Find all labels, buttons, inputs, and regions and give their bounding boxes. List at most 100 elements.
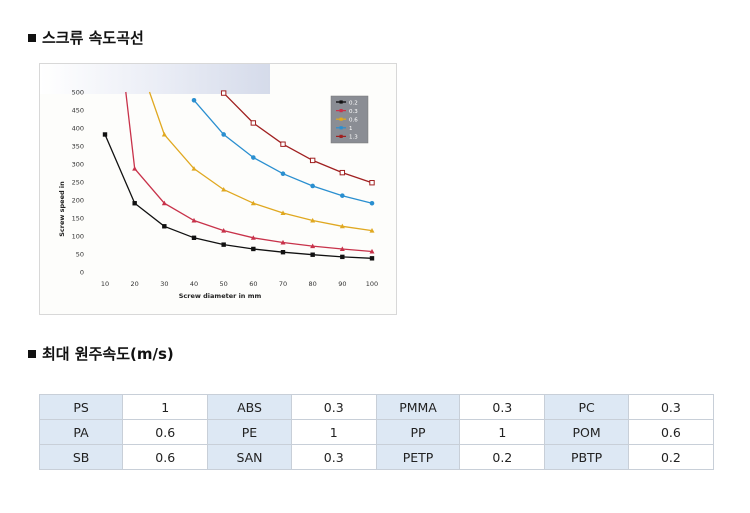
data-point — [369, 180, 375, 186]
material-speed-cell: 1 — [459, 419, 546, 445]
bullet-square-icon — [28, 349, 36, 358]
data-point — [161, 200, 167, 206]
data-point — [339, 169, 346, 176]
material-speed-cell: 0.6 — [122, 444, 209, 470]
data-point — [162, 224, 167, 229]
data-point — [191, 217, 197, 223]
x-tick-label: 30 — [160, 280, 168, 288]
table-row: PS 1 ABS 0.3 PMMA 0.3 PC 0.3 — [38, 394, 715, 420]
y-tick-label: 400 — [72, 125, 84, 133]
data-point — [221, 228, 227, 233]
data-point — [221, 242, 226, 247]
data-point — [161, 131, 167, 137]
data-point — [280, 210, 286, 215]
legend-marker — [339, 100, 343, 104]
data-point — [340, 193, 345, 198]
x-tick-label: 90 — [338, 280, 346, 288]
material-name-cell: PBTP — [544, 444, 629, 470]
data-point — [102, 132, 108, 137]
material-name-cell: PP — [375, 419, 461, 445]
series-line — [223, 92, 373, 184]
section-title-text: 최대 원주속도(m/s) — [42, 345, 174, 363]
material-speed-cell: 0.3 — [290, 394, 377, 420]
legend-label: 1.3 — [349, 135, 358, 141]
y-tick-label: 0 — [80, 269, 84, 277]
data-point — [340, 254, 345, 260]
data-point — [221, 132, 226, 137]
data-point — [280, 171, 286, 177]
material-name-cell: PC — [544, 394, 629, 420]
data-point — [191, 235, 197, 240]
material-speed-cell: 0.3 — [459, 394, 546, 420]
data-point — [132, 166, 138, 171]
material-name-cell: ABS — [207, 394, 292, 420]
data-point — [220, 90, 227, 96]
data-point — [250, 120, 257, 126]
material-name-cell: PMMA — [375, 394, 461, 420]
data-point — [191, 166, 197, 171]
y-tick-label: 350 — [72, 143, 84, 151]
data-point — [280, 239, 286, 245]
x-tick-label: 40 — [190, 280, 198, 288]
data-point — [310, 183, 315, 189]
x-tick-label: 100 — [366, 280, 378, 288]
x-tick-label: 10 — [101, 280, 109, 288]
section-title-screw-speed: 스크류 속도곡선 — [28, 27, 144, 48]
data-point — [191, 97, 197, 103]
legend-marker — [339, 134, 343, 138]
data-point — [132, 201, 137, 206]
data-point — [339, 246, 345, 251]
data-point — [280, 141, 286, 147]
legend-label: 0.6 — [349, 118, 358, 124]
x-tick-label: 70 — [279, 280, 287, 288]
y-tick-label: 500 — [72, 89, 84, 97]
material-name-cell: PETP — [375, 444, 461, 470]
section-title-max-speed: 최대 원주속도(m/s) — [28, 343, 174, 364]
data-point — [251, 155, 256, 160]
data-point — [339, 223, 345, 229]
x-tick-label: 60 — [249, 280, 257, 288]
material-speed-cell: 0.6 — [627, 419, 715, 445]
material-speed-cell: 0.3 — [627, 394, 715, 420]
section-title-text: 스크류 속도곡선 — [42, 29, 144, 47]
series-line — [104, 134, 373, 259]
material-name-cell: POM — [544, 419, 629, 445]
y-tick-label: 50 — [76, 251, 84, 259]
screw-speed-chart: 0 50 100 150 200 250 300 350 400 450 500 10 20 30 40 50… — [39, 63, 397, 315]
chart-svg: 0 50 100 150 200 250 300 350 400 450 500 10 20 30 40 50… — [40, 64, 378, 300]
data-point — [310, 243, 316, 249]
chart-header-band — [40, 64, 270, 94]
legend-label: 1 — [349, 126, 353, 132]
material-speed-cell: 0.3 — [290, 444, 377, 470]
data-point — [369, 248, 375, 254]
series-line — [125, 91, 373, 253]
material-name-cell: PA — [38, 419, 124, 445]
material-name-cell: PE — [207, 419, 292, 445]
table-row: PA 0.6 PE 1 PP 1 POM 0.6 — [38, 419, 715, 445]
material-speed-cell: 1 — [290, 419, 377, 445]
data-point — [369, 256, 375, 261]
material-speed-cell: 0.2 — [627, 444, 715, 470]
y-tick-label: 450 — [72, 107, 84, 115]
y-tick-label: 200 — [72, 197, 84, 205]
legend-label: 0.2 — [349, 100, 358, 106]
material-name-cell: SAN — [207, 444, 292, 470]
y-tick-label: 250 — [72, 179, 84, 187]
data-point — [221, 186, 227, 192]
x-axis-label: Screw diameter in mm — [179, 292, 262, 300]
x-tick-label: 20 — [131, 280, 139, 288]
material-name-cell: PS — [38, 394, 124, 420]
legend-marker — [339, 126, 343, 130]
x-tick-label: 80 — [309, 280, 317, 288]
bullet-square-icon — [28, 33, 36, 42]
legend-marker — [339, 117, 343, 121]
data-point — [280, 250, 286, 255]
y-tick-label: 300 — [72, 161, 84, 169]
data-point — [250, 235, 256, 240]
material-speed-cell: 0.6 — [122, 419, 209, 445]
x-tick-label: 50 — [220, 280, 228, 288]
data-point — [251, 246, 256, 252]
table-row: SB 0.6 SAN 0.3 PETP 0.2 PBTP 0.2 — [38, 444, 715, 470]
data-point — [369, 228, 375, 233]
data-point — [310, 217, 316, 223]
